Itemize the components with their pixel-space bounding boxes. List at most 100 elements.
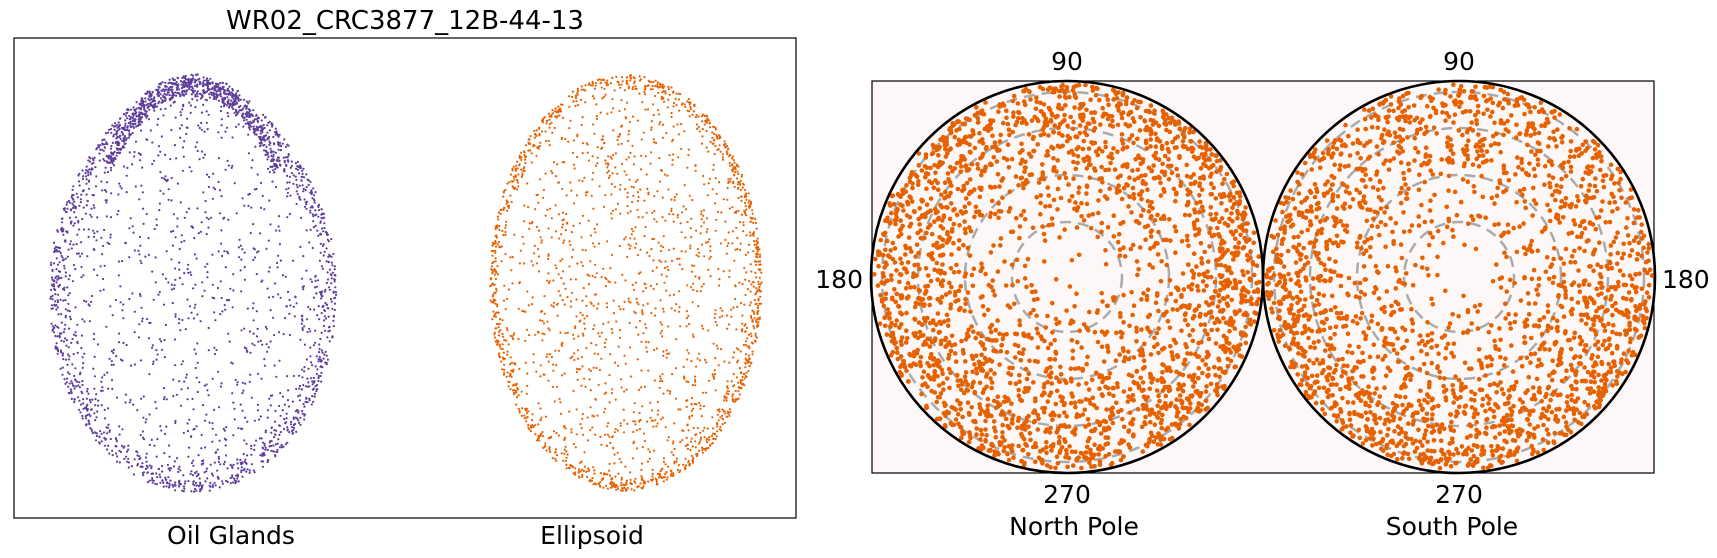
oil-gland-point — [156, 438, 159, 441]
oil-gland-point — [124, 124, 127, 127]
oil-gland-point — [226, 126, 229, 129]
oil-gland-point — [291, 400, 294, 403]
oil-gland-point — [111, 314, 114, 317]
oil-gland-point — [163, 339, 166, 342]
oil-gland-point — [267, 155, 270, 158]
ellipsoid-point — [722, 158, 725, 161]
ellipsoid-point — [555, 116, 558, 119]
ellipsoid-point — [524, 158, 527, 161]
oil-gland-point — [242, 125, 245, 128]
oil-gland-point — [187, 271, 190, 274]
oil-gland-point — [200, 463, 203, 466]
oil-gland-point — [293, 422, 297, 426]
ellipsoid-point — [676, 257, 679, 260]
ellipsoid-point — [638, 92, 641, 95]
ellipsoid-point — [705, 114, 708, 117]
oil-gland-point — [211, 283, 214, 286]
ellipsoid-point — [491, 282, 494, 285]
ellipsoid-point — [690, 360, 693, 363]
ellipsoid-point — [645, 211, 648, 214]
ellipsoid-point — [520, 168, 523, 171]
oil-gland-point — [234, 108, 237, 111]
ellipsoid-point — [672, 220, 675, 223]
ellipsoid-point — [594, 81, 598, 85]
oil-gland-point — [303, 176, 306, 179]
ellipsoid-point — [717, 419, 720, 422]
oil-gland-point — [331, 271, 334, 274]
oil-gland-point — [297, 419, 300, 422]
ellipsoid-point — [633, 480, 636, 483]
ellipsoid-point — [615, 75, 618, 78]
ellipsoid-point — [620, 99, 623, 102]
ellipsoid-point — [612, 447, 615, 450]
ellipsoid-point — [714, 389, 717, 392]
ellipsoid-point — [677, 290, 681, 293]
ellipsoid-point — [606, 171, 609, 174]
oil-gland-point — [109, 216, 113, 219]
oil-gland-point — [288, 175, 291, 178]
ellipsoid-point — [737, 196, 740, 200]
ellipsoid-point — [741, 282, 744, 286]
oil-gland-point — [276, 448, 279, 451]
ellipsoid-point — [491, 318, 494, 321]
ellipsoid-point — [659, 418, 663, 421]
ellipsoid-point — [580, 384, 583, 387]
oil-gland-point — [162, 88, 165, 91]
ellipsoid-point — [658, 180, 662, 183]
oil-gland-point — [219, 90, 222, 93]
oil-gland-point — [123, 165, 126, 168]
ellipsoid-point — [757, 260, 760, 263]
ellipsoid-point — [666, 389, 669, 392]
oil-gland-point — [210, 93, 213, 96]
ellipsoid-point — [608, 281, 611, 284]
oil-gland-point — [110, 379, 114, 382]
oil-gland-point — [202, 76, 205, 79]
ellipsoid-point — [750, 316, 753, 319]
oil-gland-point — [226, 250, 229, 253]
oil-gland-point — [150, 93, 153, 96]
ellipsoid-point — [502, 195, 505, 198]
oil-gland-point — [266, 124, 269, 127]
oil-gland-point — [68, 216, 72, 219]
ellipsoid-point — [548, 123, 551, 126]
ellipsoid-point — [592, 483, 595, 486]
ellipsoid-point — [513, 233, 516, 236]
ellipsoid-point — [506, 350, 509, 353]
oil-gland-point — [252, 109, 255, 112]
ellipsoid-point — [544, 172, 547, 175]
oil-gland-point — [141, 191, 144, 194]
oil-gland-point — [220, 242, 223, 245]
oil-gland-point — [146, 106, 149, 109]
ellipsoid-point — [606, 306, 609, 309]
oil-gland-point — [75, 243, 78, 246]
ellipsoid-point — [695, 403, 698, 406]
ellipsoid-point — [730, 380, 733, 383]
oil-gland-point — [50, 322, 53, 325]
oil-gland-point — [140, 104, 143, 107]
oil-gland-point — [302, 384, 305, 387]
ellipsoid-point — [618, 457, 621, 461]
ellipsoid-point — [537, 437, 540, 440]
ellipsoid-point — [557, 434, 561, 437]
ellipsoid-point — [552, 363, 555, 366]
oil-gland-point — [125, 137, 128, 140]
oil-gland-point — [236, 381, 239, 384]
ellipsoid-point — [583, 317, 586, 320]
ellipsoid-point — [513, 391, 516, 395]
ellipsoid-point — [570, 291, 574, 294]
ellipsoid-point — [561, 258, 564, 261]
ellipsoid-point — [632, 411, 635, 414]
oil-gland-point — [81, 366, 84, 369]
oil-gland-point — [148, 95, 151, 98]
ellipsoid-point — [665, 289, 668, 292]
oil-gland-point — [135, 101, 138, 104]
oil-gland-point — [170, 199, 173, 202]
oil-gland-point — [66, 363, 69, 366]
oil-gland-point — [81, 383, 84, 387]
oil-gland-point — [239, 403, 242, 406]
ellipsoid-point — [658, 259, 661, 262]
ellipsoid-point — [634, 423, 637, 426]
ellipsoid-point — [507, 385, 510, 388]
ellipsoid-point — [534, 333, 537, 336]
oil-gland-point — [190, 85, 193, 88]
